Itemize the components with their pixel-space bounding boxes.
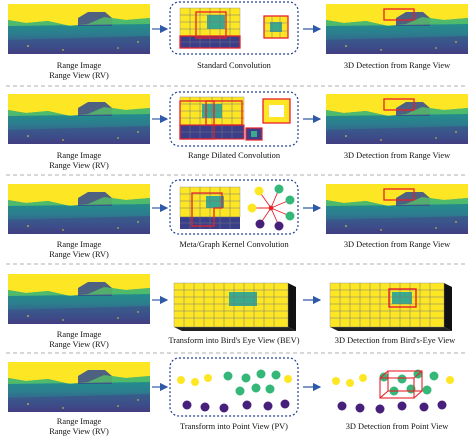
row-2-kernel-small — [245, 127, 263, 141]
row-2-kernel-big — [262, 98, 291, 124]
row-1-kernel — [263, 15, 289, 39]
row-4-bev-detection-slab — [329, 282, 452, 331]
row-1-detection-box — [383, 8, 415, 21]
row-3-method-box — [169, 179, 299, 235]
row-1-right-label: 3D Detection from Range View — [344, 61, 451, 70]
row-2-left-label-1: Range Image — [57, 151, 102, 160]
row-1: Range Image Range View (RV) Standard Con… — [8, 1, 468, 80]
row-2-detection-box — [383, 98, 415, 111]
row-4-detection-box — [388, 288, 417, 308]
row-3-right-label: 3D Detection from Range View — [344, 240, 451, 249]
row-5-left-label-1: Range Image — [57, 417, 102, 426]
row-4: Range Image Range View (RV) Transform in… — [8, 274, 456, 349]
row-5-point-cloud — [177, 369, 292, 413]
row-2-method-box — [169, 91, 299, 147]
row-5-middle-label: Transform into Point View (PV) — [180, 422, 288, 431]
row-3-detection-box — [383, 188, 415, 201]
detection-image-2 — [326, 94, 468, 144]
row-4-left-label-2: Range View (RV) — [49, 340, 109, 349]
detection-image-1 — [326, 4, 468, 54]
row-1-method-box — [169, 1, 299, 55]
row-3-conv-grid — [179, 186, 241, 229]
range-image-1 — [8, 4, 150, 54]
row-4-middle-label: Transform into Bird's Eye View (BEV) — [168, 336, 299, 345]
row-2-left-label-2: Range View (RV) — [49, 161, 109, 170]
range-image-3 — [8, 184, 150, 234]
row-5-method-box — [169, 357, 299, 417]
range-image-5 — [8, 362, 150, 412]
row-4-left-label-1: Range Image — [57, 330, 102, 339]
row-1-middle-label: Standard Convolution — [197, 61, 272, 70]
row-2-conv-grid — [179, 96, 245, 140]
row-2-middle-label: Range Dilated Convolution — [188, 151, 281, 160]
row-5-right-label: 3D Detection from Point View — [346, 422, 450, 431]
row-3-middle-label: Meta/Graph Kernel Convolution — [179, 240, 289, 249]
row-3-left-label-2: Range View (RV) — [49, 250, 109, 259]
row-2: Range Image Range View (RV) Range Dilate… — [8, 91, 468, 170]
range-image-4 — [8, 274, 150, 324]
row-2-right-label: 3D Detection from Range View — [344, 151, 451, 160]
row-1-left-label-2: Range View (RV) — [49, 71, 109, 80]
row-5: Range Image Range View (RV) Transform in… — [8, 357, 454, 436]
row-5-left-label-2: Range View (RV) — [49, 427, 109, 436]
row-5-detection-cuboid — [379, 370, 423, 399]
detection-image-3 — [326, 184, 468, 234]
row-4-bev-slab — [173, 282, 296, 331]
row-4-right-label: 3D Detection from Bird's-Eye View — [335, 336, 456, 345]
row-5-point-detection — [332, 369, 454, 414]
row-3-left-label-1: Range Image — [57, 240, 102, 249]
row-1-left-label-1: Range Image — [57, 61, 102, 70]
row-3: Range Image Range View (RV) — [8, 179, 468, 259]
row-1-conv-grid — [179, 7, 241, 49]
range-image-2 — [8, 94, 150, 144]
row-3-graph-kernel — [247, 184, 295, 231]
